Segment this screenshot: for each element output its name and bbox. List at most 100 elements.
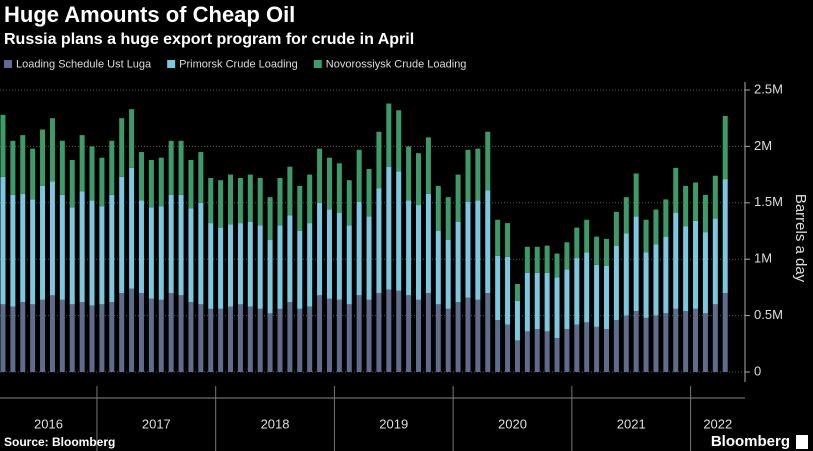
bar-segment <box>386 103 392 167</box>
bar-segment <box>633 311 639 372</box>
bar-segment <box>693 308 699 372</box>
bar-segment <box>475 299 481 372</box>
bar-segment <box>702 194 708 233</box>
bar-segment <box>505 256 511 325</box>
bar-segment <box>237 177 243 224</box>
bar-segment <box>0 304 6 372</box>
bar-segment <box>683 185 689 227</box>
legend-label: Primorsk Crude Loading <box>179 58 298 70</box>
bar-segment <box>574 258 580 325</box>
bar-segment <box>49 181 55 296</box>
bar-segment <box>584 322 590 372</box>
x-tick-label: 2018 <box>261 416 290 431</box>
brand-icon <box>796 435 808 449</box>
y-tick-label: 2M <box>754 138 772 153</box>
bar-segment <box>59 140 65 195</box>
bar-segment <box>138 200 144 294</box>
bar-segment <box>336 299 342 372</box>
x-tick-label: 2022 <box>703 416 732 431</box>
bar-segment <box>564 269 570 330</box>
x-tick-label: 2016 <box>34 416 63 431</box>
bar-segment <box>317 148 323 203</box>
bar-segment <box>267 313 273 372</box>
bar-segment <box>198 304 204 372</box>
bar-segment <box>326 209 332 299</box>
bar-segment <box>386 289 392 372</box>
bar-segment <box>465 297 471 372</box>
legend-swatch <box>167 60 176 68</box>
bar-segment <box>376 131 382 189</box>
y-tick-label: 0 <box>754 363 761 378</box>
bar-segment <box>455 221 461 303</box>
bar-segment <box>69 304 75 372</box>
bar-segment <box>603 329 609 372</box>
bar-segment <box>69 159 75 208</box>
bar-segment <box>554 277 560 339</box>
bar-segment <box>396 290 402 372</box>
bar-segment <box>326 157 332 210</box>
bar-segment <box>277 225 283 309</box>
bar-segment <box>218 308 224 372</box>
bar-segment <box>416 153 422 206</box>
bar-segment <box>485 190 491 294</box>
bar-segment <box>366 299 372 372</box>
bar-segment <box>89 200 95 306</box>
bar-segment <box>59 194 65 300</box>
bar-segment <box>564 329 570 372</box>
bar-segment <box>495 219 501 256</box>
bar-segment <box>693 182 699 221</box>
bar-segment <box>376 293 382 372</box>
bar-segment <box>20 135 26 194</box>
bar-segment <box>158 206 164 300</box>
bar-segment <box>376 188 382 294</box>
bar-segment <box>307 306 313 372</box>
bar-segment <box>109 140 115 195</box>
bar-segment <box>49 118 55 182</box>
bar-segment <box>613 211 619 246</box>
bar-segment <box>218 180 224 228</box>
bar-segment <box>218 227 224 309</box>
bar-segment <box>505 223 511 257</box>
bar-segment <box>534 272 540 330</box>
bar-segment <box>178 140 184 195</box>
bar-segment <box>406 200 412 296</box>
source: Source: Bloomberg <box>4 435 115 449</box>
bar-segment <box>416 205 422 300</box>
bar-segment <box>40 185 46 300</box>
bar-segment <box>663 236 669 314</box>
bar-segment <box>138 293 144 372</box>
bar-segment <box>138 152 144 201</box>
bar-segment <box>594 236 600 265</box>
bar-segment <box>109 302 115 372</box>
x-tick-label: 2017 <box>142 416 171 431</box>
bar-segment <box>287 302 293 372</box>
bar-segment <box>158 157 164 207</box>
bar-segment <box>307 223 313 307</box>
bar-segment <box>524 331 530 372</box>
bar-segment <box>653 244 659 316</box>
bar-segment <box>228 174 234 225</box>
bar-segment <box>603 265 609 330</box>
bar-segment <box>228 306 234 372</box>
bar-segment <box>416 299 422 372</box>
bar-segment <box>574 324 580 372</box>
bar-segment <box>722 179 728 294</box>
bar-segment <box>475 200 481 300</box>
bar-segment <box>20 193 26 303</box>
bar-segment <box>168 194 174 294</box>
bar-segment <box>198 202 204 305</box>
bar-segment <box>366 216 372 300</box>
bar-segment <box>317 295 323 372</box>
bar-segment <box>564 242 570 270</box>
bar-segment <box>574 227 580 259</box>
y-tick-label: 1M <box>754 251 772 266</box>
bar-segment <box>663 313 669 372</box>
bar-segment <box>267 197 273 241</box>
bar-segment <box>30 199 36 305</box>
bar-segment <box>445 308 451 372</box>
bar-segment <box>514 284 520 301</box>
y-axis-label: Barrels a day <box>792 194 809 283</box>
y-tick-label: 1.5M <box>754 194 783 209</box>
bar-segment <box>346 180 352 226</box>
bar-segment <box>178 295 184 372</box>
